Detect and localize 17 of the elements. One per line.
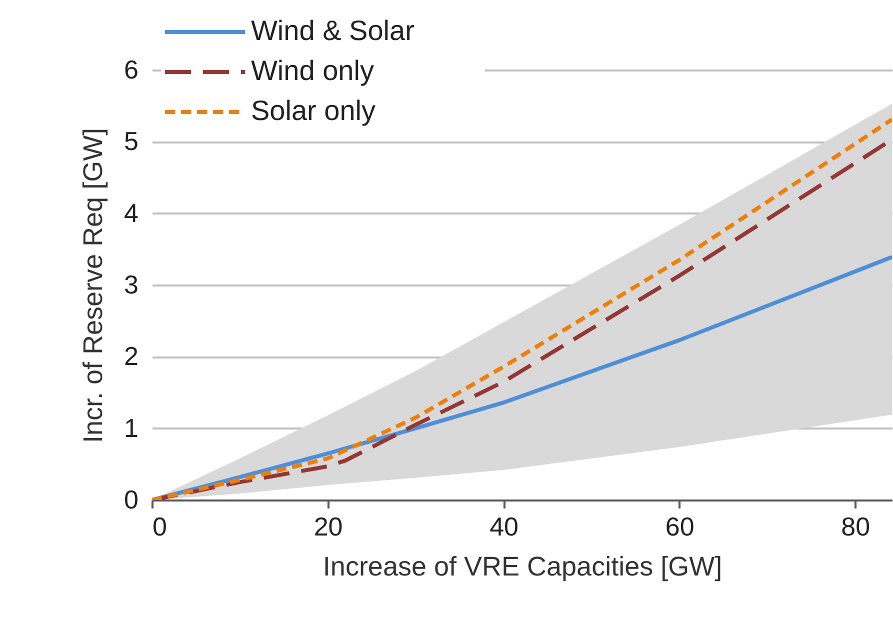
- x-axis-title: Increase of VRE Capacities [GW]: [322, 552, 722, 582]
- x-tick-label: 20: [314, 512, 343, 542]
- y-tick-label: 6: [124, 54, 138, 84]
- y-axis-title: Incr. of Reserve Req [GW]: [78, 128, 108, 444]
- x-tick-label: 40: [490, 512, 519, 542]
- y-tick-label: 2: [124, 341, 138, 372]
- x-tick-label: 0: [152, 512, 167, 542]
- x-tick-label: 60: [665, 512, 694, 542]
- y-tick-label: 1: [124, 412, 138, 443]
- legend-label: Wind only: [251, 55, 374, 86]
- y-tick-label: 5: [124, 126, 138, 156]
- legend-label: Wind & Solar: [251, 15, 414, 46]
- y-tick-label: 0: [124, 484, 138, 514]
- y-tick-label: 4: [124, 198, 138, 228]
- legend-label: Solar only: [251, 95, 376, 126]
- x-tick-label: 80: [841, 512, 870, 542]
- y-tick-label: 3: [124, 270, 138, 300]
